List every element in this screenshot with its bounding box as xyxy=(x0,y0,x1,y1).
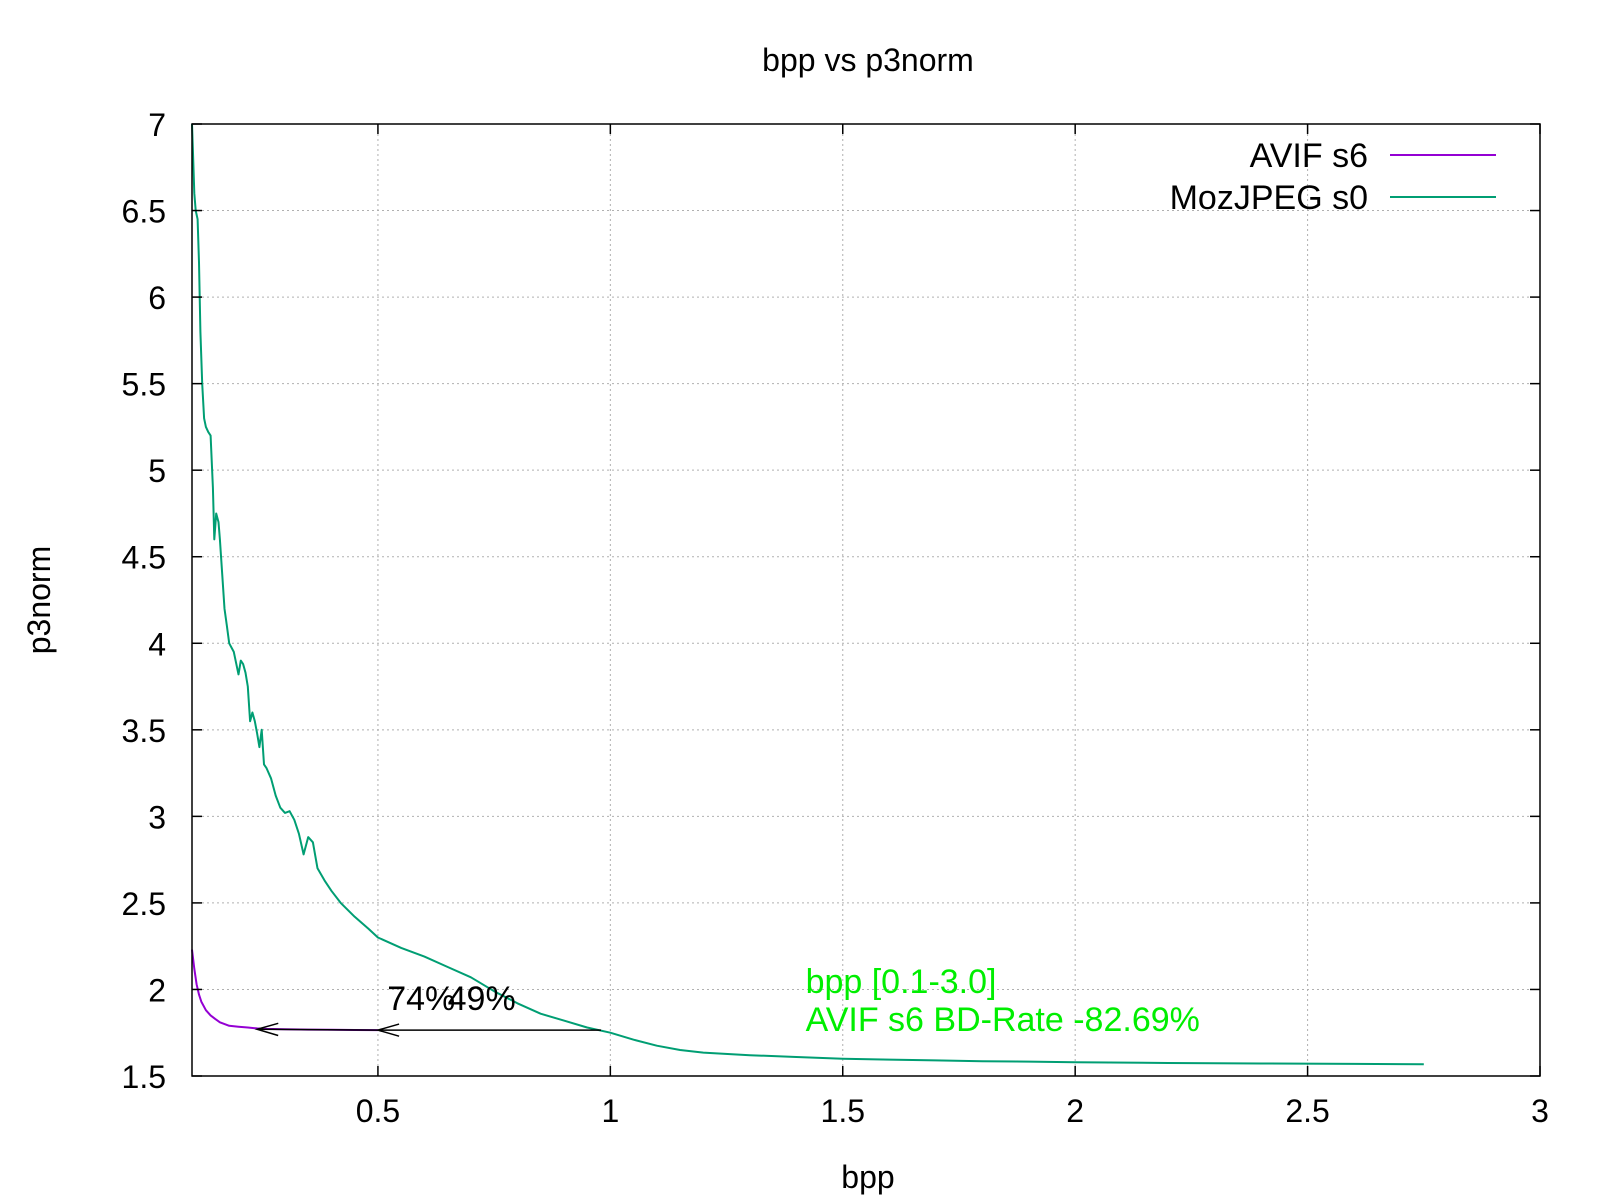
chart-title: bpp vs p3norm xyxy=(762,42,974,78)
arrow-head xyxy=(254,1022,279,1037)
legend-label: AVIF s6 xyxy=(1250,137,1368,175)
x-tick-label: 0.5 xyxy=(356,1093,400,1129)
arrow-layer xyxy=(254,1022,602,1037)
y-tick-label: 2.5 xyxy=(122,886,166,922)
x-tick-label: 2.5 xyxy=(1285,1093,1329,1129)
x-tick-label: 1.5 xyxy=(821,1093,865,1129)
annotation-label: 49% xyxy=(448,980,516,1018)
y-tick-label: 4 xyxy=(148,626,166,662)
y-axis-label: p3norm xyxy=(21,546,57,655)
y-tick-label: 6.5 xyxy=(122,194,166,230)
bd-rate-label: AVIF s6 BD-Rate -82.69% xyxy=(806,1001,1200,1039)
tick-layer: 0.5 1 1.5 2 2.5 3 1.5 2 2.5 3 3.5 4 4.5 5 5.5 6 6.5 7 xyxy=(122,107,1549,1129)
series-line-0 xyxy=(191,949,378,1032)
y-tick-label: 3 xyxy=(148,799,166,835)
x-axis-label: bpp xyxy=(841,1159,894,1195)
y-tick-label: 5 xyxy=(148,453,166,489)
y-tick-label: 2 xyxy=(148,972,166,1008)
y-tick-label: 7 xyxy=(148,107,166,143)
annotation-layer: 74%49% bpp [0.1-3.0]AVIF s6 BD-Rate -82.6… xyxy=(387,963,1200,1039)
bd-rate-label: bpp [0.1-3.0] xyxy=(806,963,997,1001)
series-line-1 xyxy=(191,123,1424,1066)
y-tick-label: 5.5 xyxy=(122,367,166,403)
arrow-head xyxy=(375,1023,400,1037)
x-tick-label: 2 xyxy=(1066,1093,1084,1129)
series-layer xyxy=(191,123,1424,1066)
plot-frame xyxy=(191,123,1541,1077)
x-tick-label: 1 xyxy=(601,1093,619,1129)
annotation-label: 74% xyxy=(387,980,455,1018)
y-tick-label: 1.5 xyxy=(122,1059,166,1095)
x-tick-label: 3 xyxy=(1531,1093,1549,1129)
y-tick-label: 4.5 xyxy=(122,540,166,576)
y-tick-label: 3.5 xyxy=(122,713,166,749)
legend: AVIF s6 MozJPEG s0 xyxy=(1170,137,1496,217)
grid xyxy=(192,123,1541,1077)
arrow-line xyxy=(257,1028,378,1031)
y-tick-label: 6 xyxy=(148,280,166,316)
legend-label: MozJPEG s0 xyxy=(1170,179,1368,217)
